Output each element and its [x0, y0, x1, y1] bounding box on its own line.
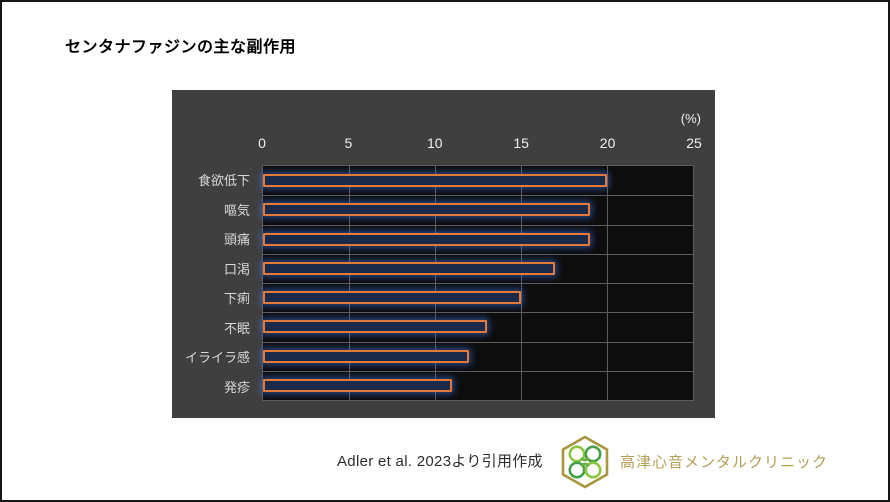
chart-bar — [263, 291, 521, 305]
hexagon-outline — [561, 435, 609, 489]
clover-leaves — [568, 445, 602, 479]
gridline-h-1 — [263, 195, 693, 197]
category-label: 頭痛 — [223, 232, 250, 248]
chart-row — [263, 195, 693, 224]
gridline-h-7 — [263, 370, 693, 372]
axis-tick-10: 10 — [427, 135, 443, 151]
bar-chart: (%) 0 5 10 15 20 25 食欲低下嘔気頭痛口渇下痢不眠イライラ感発疹 — [172, 90, 715, 418]
gridline-h-6 — [263, 341, 693, 343]
category-label: 口渇 — [223, 261, 250, 277]
category-label: 下痢 — [223, 291, 250, 307]
category-label: 食欲低下 — [197, 173, 250, 189]
category-label: 不眠 — [223, 320, 250, 336]
chart-row — [263, 225, 693, 254]
page-title: センタナファジンの主な副作用 — [65, 39, 297, 56]
gridline-h-2 — [263, 224, 693, 226]
category-label: 嘔気 — [223, 202, 250, 218]
axis-tick-5: 5 — [344, 135, 353, 151]
category-label: イライラ感 — [184, 350, 250, 366]
axis-tick-15: 15 — [513, 135, 529, 151]
axis-tick-25: 25 — [686, 135, 702, 151]
x-axis-ticks: 0 5 10 15 20 25 — [258, 135, 702, 153]
plot-area — [262, 165, 694, 401]
chart-bar — [263, 320, 487, 334]
chart-bar — [263, 232, 590, 246]
clinic-name: 高津心音メンタルクリニック — [620, 454, 829, 471]
chart-bar — [263, 349, 470, 363]
chart-row — [263, 342, 693, 371]
axis-tick-0: 0 — [258, 135, 266, 151]
category-labels: 食欲低下嘔気頭痛口渇下痢不眠イライラ感発疹 — [172, 165, 256, 401]
chart-row — [263, 371, 693, 400]
citation-text: Adler et al. 2023より引用作成 — [337, 453, 543, 470]
gridline-h-4 — [263, 283, 693, 284]
chart-row — [263, 283, 693, 312]
chart-bar — [263, 261, 556, 275]
axis-unit-label: (%) — [680, 111, 701, 126]
chart-bar — [263, 174, 607, 188]
axis-tick-20: 20 — [599, 135, 616, 151]
category-label: 発疹 — [223, 379, 250, 395]
gridline-h-5 — [263, 312, 693, 314]
clinic-logo hexagon-clover-icon — [561, 435, 609, 489]
chart-row — [263, 254, 693, 283]
chart-row — [263, 166, 693, 195]
chart-row — [263, 312, 693, 341]
gridline-h-3 — [263, 253, 693, 255]
chart-bar — [263, 378, 453, 392]
chart-bar — [263, 203, 590, 217]
